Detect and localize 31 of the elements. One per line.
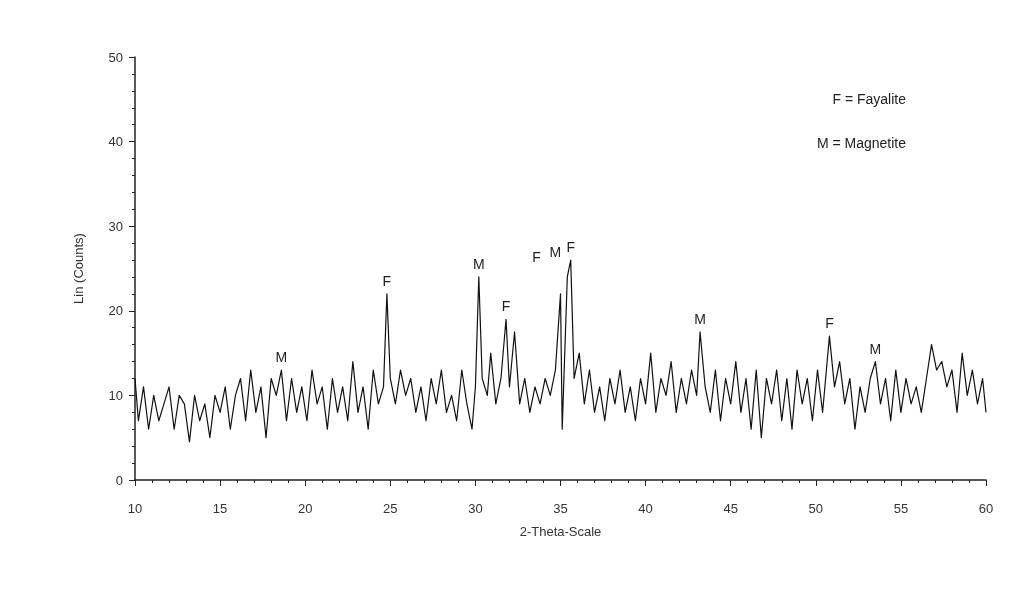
x-tick-label: 60 (978, 501, 994, 516)
x-tick-label: 10 (127, 501, 143, 516)
x-axis-title: 2-Theta-Scale (519, 524, 602, 539)
x-tick-label: 35 (553, 501, 568, 516)
y-tick-label: 10 (108, 387, 123, 403)
annotation: M (694, 310, 706, 327)
x-tick-label: 25 (383, 501, 398, 516)
y-tick-label: 0 (115, 472, 123, 488)
y-axis-title: Lin (Counts) (71, 233, 86, 304)
x-tick-label: 45 (723, 501, 738, 516)
annotation: M (472, 255, 485, 272)
x-tick-label: 55 (893, 501, 909, 516)
annotation: F = Fayalite (832, 91, 907, 107)
y-tick-label: 30 (108, 218, 123, 234)
annotation: F (382, 272, 392, 289)
x-tick-label: 20 (297, 501, 313, 516)
annotation: M = Magnetite (816, 135, 907, 151)
annotation: F (566, 239, 575, 256)
y-tick-label: 20 (108, 303, 123, 319)
annotation: M (549, 243, 562, 260)
y-tick-label: 40 (108, 134, 123, 150)
annotation: M (869, 340, 882, 357)
annotation: F (501, 298, 511, 315)
annotation: F (825, 315, 834, 332)
annotation: M (275, 349, 288, 366)
annotation: F (532, 248, 541, 265)
x-tick-label: 50 (808, 501, 824, 516)
x-tick-label: 40 (638, 501, 653, 516)
x-tick-label: 15 (212, 501, 228, 516)
y-tick-label: 50 (108, 49, 123, 65)
x-tick-label: 30 (468, 501, 483, 516)
